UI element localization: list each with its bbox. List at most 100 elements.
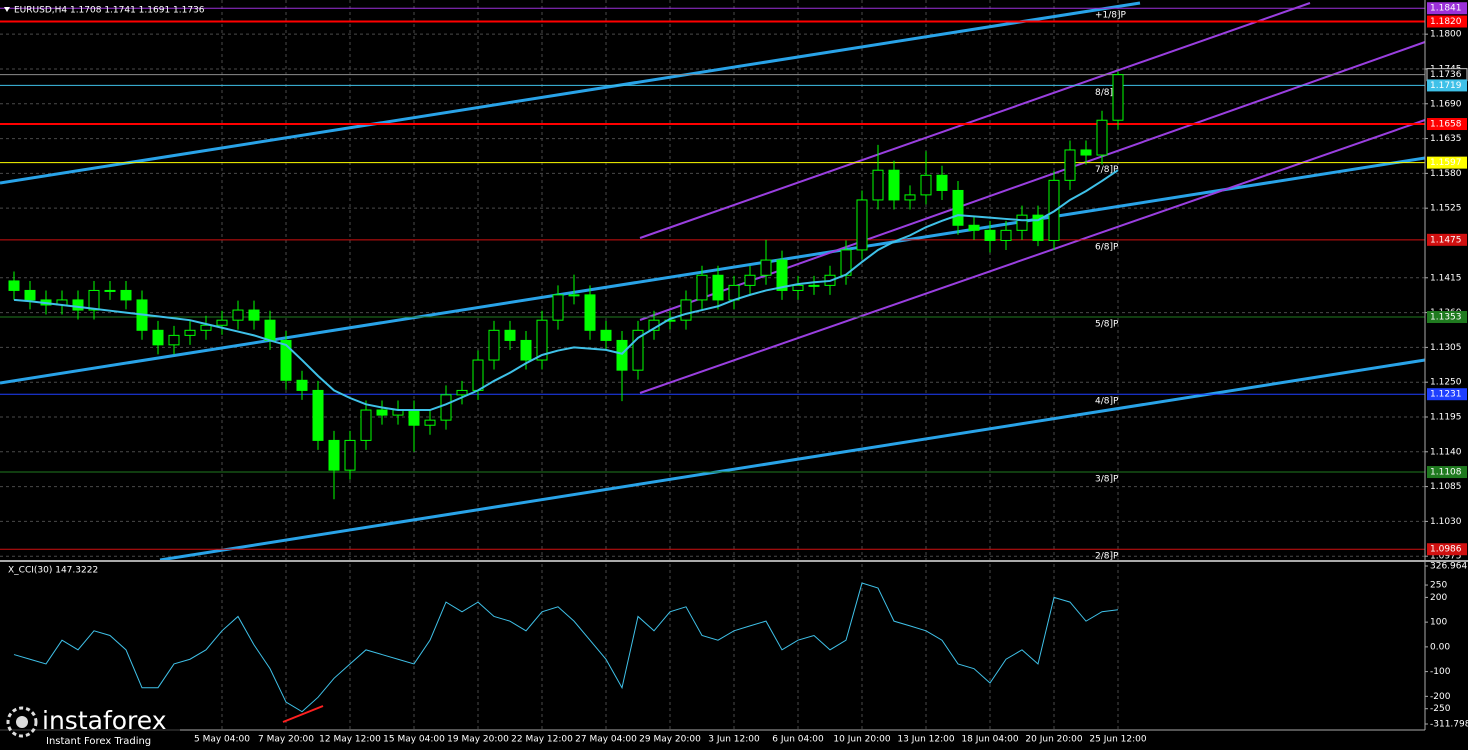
- x-tick-label: 19 May 20:00: [447, 735, 509, 745]
- candle-body: [936, 174, 948, 191]
- candle-body: [584, 294, 596, 331]
- murrey-label: 8/8]P: [1095, 88, 1119, 98]
- level-box: [1427, 156, 1467, 169]
- level-label: 1.1841: [1430, 4, 1462, 14]
- candle-body: [776, 259, 788, 291]
- level-box: [1427, 466, 1467, 479]
- level-label: 1.1736: [1430, 70, 1462, 80]
- logo: [16, 716, 28, 728]
- level-label: 1.1353: [1430, 313, 1462, 323]
- candle-body: [968, 224, 980, 231]
- y-tick-label: 1.1525: [1430, 204, 1462, 214]
- candle-body: [552, 294, 564, 321]
- y-tick-label: 250: [1430, 581, 1447, 591]
- candle-body: [296, 379, 308, 391]
- cci-line: [13, 582, 1119, 713]
- candle-body: [24, 289, 36, 301]
- level-label: 1.1475: [1430, 235, 1462, 245]
- y-tick-label: 1.1030: [1430, 517, 1462, 527]
- murrey-label: 3/8]P: [1095, 475, 1119, 485]
- candle-body: [168, 334, 180, 346]
- watermark: instaforex Instant Forex Trading: [0, 705, 180, 750]
- candle-body: [184, 329, 196, 336]
- x-tick-label: 13 Jun 12:00: [897, 735, 954, 745]
- channel-line: [639, 2, 1311, 239]
- y-tick-label: 1.1085: [1430, 482, 1462, 492]
- y-tick-label: 1.1250: [1430, 378, 1462, 388]
- candle-body: [856, 199, 868, 251]
- candle-body: [152, 329, 164, 346]
- candle-body: [328, 439, 340, 471]
- moving-average: [13, 169, 1119, 412]
- candle-body: [88, 289, 100, 311]
- y-tick-label: 1.1635: [1430, 134, 1462, 144]
- candle-body: [984, 229, 996, 241]
- candle-body: [408, 409, 420, 426]
- candle-body: [712, 274, 724, 301]
- candle-body: [1032, 214, 1044, 241]
- candle-body: [488, 329, 500, 361]
- candle-body: [8, 280, 20, 291]
- y-tick-label: -250: [1430, 704, 1451, 714]
- x-tick-label: 15 May 04:00: [383, 735, 445, 745]
- candle-body: [1016, 214, 1028, 231]
- x-tick-label: 7 May 20:00: [258, 735, 314, 745]
- candle-body: [632, 329, 644, 371]
- level-label: 1.1597: [1430, 158, 1462, 168]
- level-label: 1.1108: [1430, 468, 1462, 478]
- candle-body: [376, 409, 388, 416]
- candle-body: [72, 299, 84, 311]
- candle-body: [472, 359, 484, 391]
- x-tick-label: 10 Jun 20:00: [833, 735, 890, 745]
- x-tick-label: 29 May 20:00: [639, 735, 701, 745]
- divergence-line: [282, 705, 324, 723]
- candle-body: [888, 169, 900, 201]
- murrey-label: 7/8]P: [1095, 165, 1119, 175]
- trend-lines: [0, 1, 1426, 723]
- y-tick-label: 1.1690: [1430, 99, 1462, 109]
- watermark-bg: [0, 705, 180, 750]
- level-box: [1427, 233, 1467, 246]
- y-tick-label: 1.1195: [1430, 412, 1462, 422]
- murrey-label: +1/8]P: [1095, 11, 1127, 21]
- candle-body: [216, 319, 228, 326]
- candle-body: [520, 339, 532, 361]
- candle-body: [248, 309, 260, 321]
- x-tick-label: 20 Jun 20:00: [1025, 735, 1082, 745]
- candle-body: [424, 419, 436, 426]
- level-box: [1427, 2, 1467, 15]
- logo: [6, 706, 38, 738]
- y-tick-label: 1.1140: [1430, 447, 1462, 457]
- candle-body: [872, 169, 884, 201]
- candle-body: [904, 194, 916, 201]
- candle-body: [312, 389, 324, 441]
- x-tick-label: 18 Jun 04:00: [961, 735, 1018, 745]
- level-box: [1427, 388, 1467, 401]
- murrey-label: 5/8]P: [1095, 320, 1119, 330]
- candle-body: [1112, 74, 1124, 121]
- candle-body: [952, 189, 964, 226]
- candle-body: [920, 174, 932, 196]
- level-box: [1427, 311, 1467, 324]
- marks: [8, 71, 1124, 713]
- murrey-label: 2/8]P: [1095, 552, 1119, 562]
- candle-body: [264, 319, 276, 341]
- brand: instaforex: [42, 706, 167, 735]
- level-label: 1.1820: [1430, 17, 1462, 27]
- candle-body: [360, 409, 372, 441]
- x-tick-label: 12 May 12:00: [319, 735, 381, 745]
- y-tick-label: -200: [1430, 692, 1451, 702]
- candle-body: [600, 329, 612, 341]
- candle-body: [104, 289, 116, 292]
- level-box: [1427, 543, 1467, 556]
- x-tick-label: 25 Jun 12:00: [1089, 735, 1146, 745]
- candle-body: [536, 319, 548, 361]
- y-tick-label: 1.0975: [1430, 552, 1462, 562]
- candle-body: [792, 284, 804, 291]
- level-label: 1.1719: [1430, 81, 1462, 91]
- candle-body: [440, 394, 452, 421]
- trend-line: [0, 1, 1141, 185]
- x-tick-label: 6 Jun 04:00: [772, 735, 824, 745]
- level-box: [1427, 15, 1467, 28]
